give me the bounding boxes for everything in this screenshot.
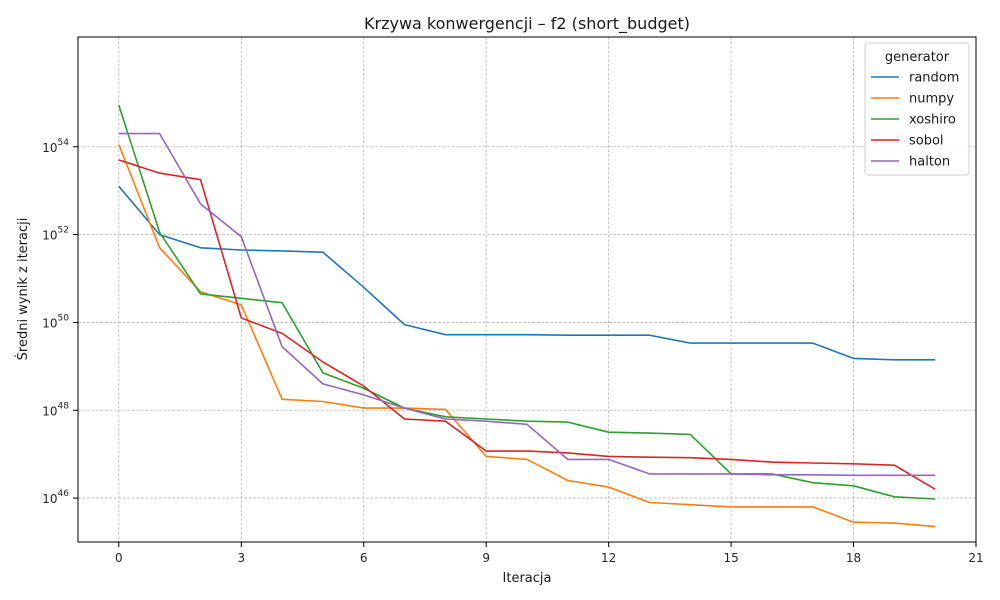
series-lines <box>118 104 936 528</box>
y-tick-label: 1052 <box>42 226 69 243</box>
legend-label-halton: halton <box>909 155 950 170</box>
y-tick-label: 1048 <box>42 401 69 418</box>
legend-label-random: random <box>909 71 959 86</box>
x-axis-label: Iteracja <box>503 571 552 586</box>
legend: generator random numpy xoshiro sobol halton <box>864 42 970 176</box>
y-axis-label: Średni wynik z iteracji <box>15 218 31 361</box>
x-tick-label: 9 <box>482 551 490 565</box>
x-tick-label: 12 <box>601 551 616 565</box>
legend-label-xoshiro: xoshiro <box>909 113 956 128</box>
plot-frame <box>77 36 977 543</box>
x-tick-label: 18 <box>846 551 861 565</box>
series-line-numpy <box>118 144 936 528</box>
legend-box <box>864 42 970 176</box>
series-line-halton <box>118 132 936 477</box>
x-tick-label: 15 <box>723 551 738 565</box>
y-tick-label: 1054 <box>42 138 69 155</box>
legend-label-sobol: sobol <box>909 134 944 149</box>
series-line-sobol <box>118 159 936 490</box>
x-tick-label: 6 <box>360 551 368 565</box>
x-tick-label: 21 <box>968 551 983 565</box>
series-line-xoshiro <box>118 104 936 500</box>
grid <box>78 37 977 542</box>
series-line-random <box>118 185 936 361</box>
legend-label-numpy: numpy <box>909 92 954 107</box>
y-tick-label: 1046 <box>42 489 69 506</box>
y-tick-label: 1050 <box>42 313 69 330</box>
y-axis-ticks: 1046 1048 1050 1052 1054 <box>42 138 78 506</box>
chart-title: Krzywa konwergencji – f2 (short_budget) <box>364 14 690 34</box>
x-tick-label: 0 <box>115 551 123 565</box>
legend-title: generator <box>885 50 950 65</box>
x-tick-label: 3 <box>237 551 245 565</box>
x-axis-ticks: 0 3 6 9 12 15 18 21 <box>115 542 984 565</box>
